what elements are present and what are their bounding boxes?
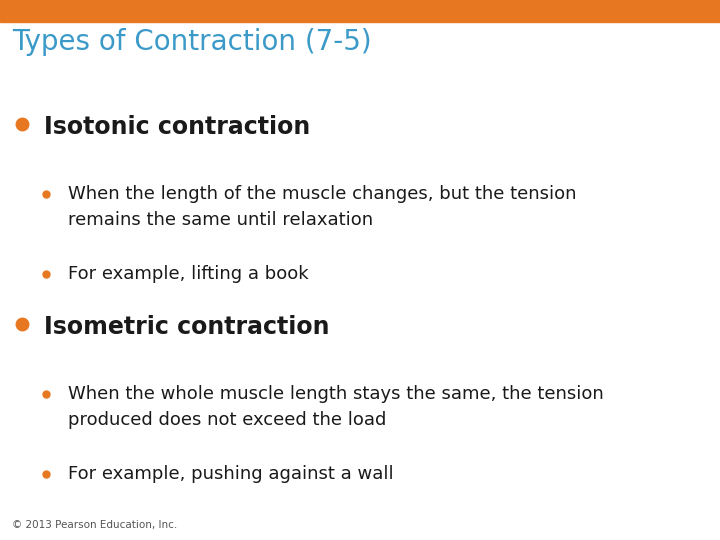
Bar bbox=[0, 0, 720, 22]
Text: When the length of the muscle changes, but the tension
remains the same until re: When the length of the muscle changes, b… bbox=[68, 185, 577, 230]
Text: When the whole muscle length stays the same, the tension
produced does not excee: When the whole muscle length stays the s… bbox=[68, 385, 604, 429]
Text: For example, lifting a book: For example, lifting a book bbox=[68, 265, 309, 283]
Text: For example, pushing against a wall: For example, pushing against a wall bbox=[68, 465, 394, 483]
Text: Isotonic contraction: Isotonic contraction bbox=[44, 115, 310, 139]
Text: Types of Contraction (7-5): Types of Contraction (7-5) bbox=[12, 28, 372, 56]
Text: © 2013 Pearson Education, Inc.: © 2013 Pearson Education, Inc. bbox=[12, 520, 177, 530]
Text: Isometric contraction: Isometric contraction bbox=[44, 315, 330, 339]
